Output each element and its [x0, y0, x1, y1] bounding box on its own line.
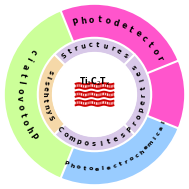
Text: r: r [141, 93, 147, 97]
Text: e: e [115, 48, 122, 55]
Text: s: s [47, 68, 54, 74]
Text: e: e [119, 21, 128, 31]
Text: d: d [112, 18, 120, 28]
Text: o: o [20, 119, 31, 127]
Text: c: c [140, 34, 149, 44]
Text: e: e [143, 145, 150, 151]
Text: t: t [83, 166, 86, 171]
Text: P: P [28, 132, 39, 142]
Text: C: C [56, 126, 63, 133]
Text: o: o [84, 140, 89, 147]
Circle shape [53, 53, 136, 136]
Text: t: t [98, 15, 102, 25]
Text: o: o [150, 46, 161, 56]
Text: r: r [155, 54, 165, 62]
Text: o: o [129, 156, 135, 162]
Text: t: t [67, 48, 73, 55]
Text: l: l [161, 121, 167, 124]
Text: a: a [20, 62, 31, 70]
Text: s: s [122, 52, 128, 59]
Text: P: P [71, 17, 79, 27]
Text: o: o [62, 131, 69, 138]
Text: u: u [81, 43, 87, 50]
Text: e: e [42, 86, 49, 91]
Text: s: s [132, 63, 139, 69]
Text: c: c [155, 131, 161, 136]
Text: c: c [28, 47, 38, 56]
Polygon shape [54, 124, 135, 151]
Polygon shape [38, 54, 65, 135]
Text: u: u [102, 43, 108, 50]
Text: l: l [101, 166, 104, 171]
Text: i: i [45, 75, 51, 79]
Text: h: h [80, 16, 87, 26]
Polygon shape [60, 4, 179, 73]
Text: n: n [43, 104, 50, 109]
Text: t: t [146, 40, 155, 49]
Text: e: e [133, 29, 143, 39]
Text: y: y [45, 109, 52, 115]
Text: h: h [42, 92, 48, 97]
Text: o: o [135, 114, 142, 121]
Text: h: h [69, 163, 75, 169]
Text: t: t [18, 112, 28, 118]
Polygon shape [124, 54, 151, 135]
Text: v: v [15, 96, 25, 101]
Text: t: t [127, 25, 135, 34]
Text: i: i [152, 136, 157, 141]
Text: i: i [24, 55, 34, 62]
Text: t: t [96, 42, 100, 48]
Text: a: a [158, 125, 164, 131]
Text: e: e [106, 165, 112, 171]
Text: o: o [15, 88, 25, 93]
Text: o: o [16, 104, 26, 110]
Text: t: t [107, 139, 112, 145]
Text: h: h [139, 149, 145, 155]
Text: o: o [76, 164, 81, 170]
Text: c: c [134, 153, 140, 159]
Text: r: r [131, 121, 138, 127]
Text: e: e [140, 100, 147, 105]
Text: l: l [16, 80, 26, 84]
Text: c: c [112, 163, 117, 169]
Text: t: t [119, 161, 123, 167]
Text: h: h [24, 126, 34, 135]
Text: i: i [100, 140, 103, 147]
Text: e: e [113, 135, 120, 143]
Polygon shape [147, 60, 185, 129]
Text: e: e [135, 69, 143, 76]
Text: P: P [64, 160, 70, 167]
Text: p: p [138, 107, 145, 113]
Text: o: o [105, 16, 111, 26]
Polygon shape [60, 116, 179, 185]
Text: m: m [67, 134, 76, 143]
Text: s: s [43, 80, 50, 85]
Text: o: o [88, 167, 93, 172]
Text: m: m [147, 139, 155, 148]
Text: S: S [47, 114, 55, 121]
Text: o: o [89, 15, 94, 25]
Text: s: s [92, 141, 96, 147]
Text: r: r [110, 45, 115, 52]
Text: Ti$_3$C$_2$T$_x$: Ti$_3$C$_2$T$_x$ [79, 76, 110, 88]
Polygon shape [54, 38, 135, 65]
Text: t: t [140, 85, 147, 89]
Text: r: r [74, 45, 79, 52]
Text: e: e [94, 167, 99, 172]
Text: s: s [120, 132, 126, 139]
Polygon shape [4, 10, 73, 179]
Text: t: t [42, 99, 49, 102]
Text: S: S [60, 52, 68, 59]
Text: c: c [89, 42, 93, 48]
Text: p: p [76, 138, 82, 145]
Text: t: t [18, 71, 28, 77]
Text: r: r [124, 159, 129, 165]
Text: P: P [126, 126, 133, 133]
Text: i: i [139, 78, 145, 82]
